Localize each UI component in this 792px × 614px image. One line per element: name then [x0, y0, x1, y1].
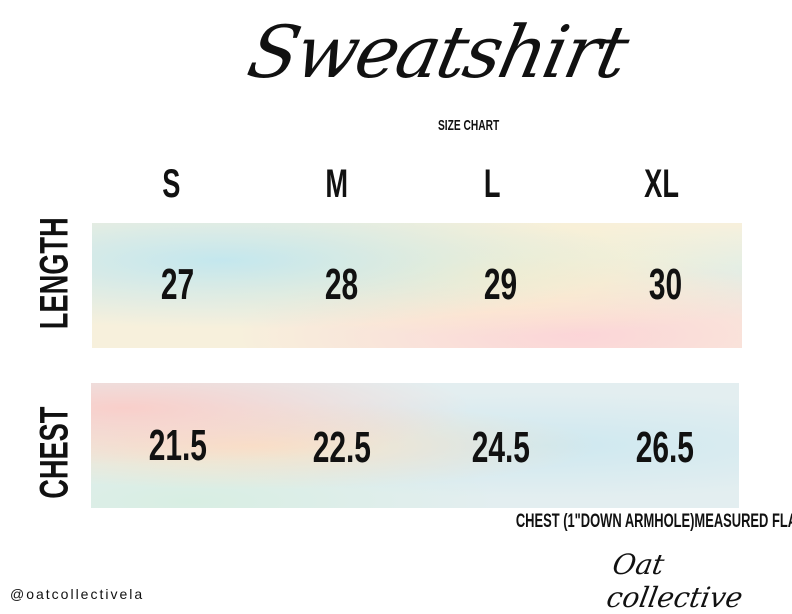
chest-l-value: 24.5	[471, 423, 531, 472]
length-m-value: 28	[324, 260, 358, 309]
chart-title: Sweatshirt	[241, 10, 635, 94]
chest-m-value: 22.5	[312, 423, 372, 472]
brand-logo: Oat collective	[604, 548, 746, 614]
chest-row-label: CHEST	[32, 406, 77, 499]
chart-subtitle: SIZE CHART	[438, 117, 500, 134]
length-xl-value: 30	[648, 260, 682, 309]
length-row-band	[92, 223, 742, 348]
length-l-value: 29	[483, 260, 517, 309]
size-header-s: S	[161, 162, 181, 206]
size-header-l: L	[483, 162, 501, 206]
social-handle: @oatcollectivela	[10, 586, 145, 602]
measurement-note: CHEST (1"DOWN ARMHOLE)MEASURED FLAT	[515, 511, 792, 532]
chest-s-value: 21.5	[148, 421, 208, 470]
size-header-xl: XL	[644, 162, 680, 206]
chest-row-band	[91, 383, 739, 508]
chest-xl-value: 26.5	[635, 423, 695, 472]
length-s-value: 27	[160, 260, 194, 309]
length-row-label: LENGTH	[32, 217, 77, 330]
size-header-m: M	[325, 162, 349, 206]
